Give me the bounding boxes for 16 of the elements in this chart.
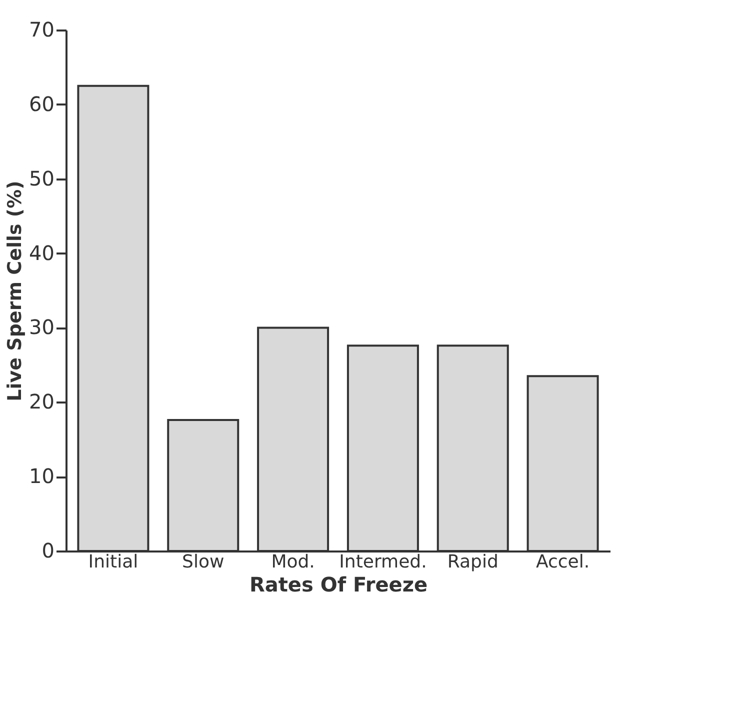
x-tick-label: Intermed. <box>339 552 427 572</box>
x-tick-label: Accel. <box>536 552 590 572</box>
y-tick-label: 70 <box>29 18 54 42</box>
y-tick-label: 40 <box>29 240 54 265</box>
y-tick-label: 20 <box>29 390 54 414</box>
x-tick-label: Slow <box>182 552 224 572</box>
y-axis-title: Live Sperm Cells (%) <box>4 180 26 402</box>
x-axis-title: Rates Of Freeze <box>249 572 428 596</box>
y-tick-label: 60 <box>29 92 54 116</box>
y-tick-label: 10 <box>29 464 54 488</box>
x-tick-label: Initial <box>88 552 138 572</box>
y-tick-label: 50 <box>29 166 54 190</box>
x-tick-label: Mod. <box>271 552 315 572</box>
x-tick-label: Rapid <box>447 552 498 572</box>
y-tick-label: 0 <box>42 538 54 562</box>
y-tick-label: 30 <box>29 315 54 340</box>
